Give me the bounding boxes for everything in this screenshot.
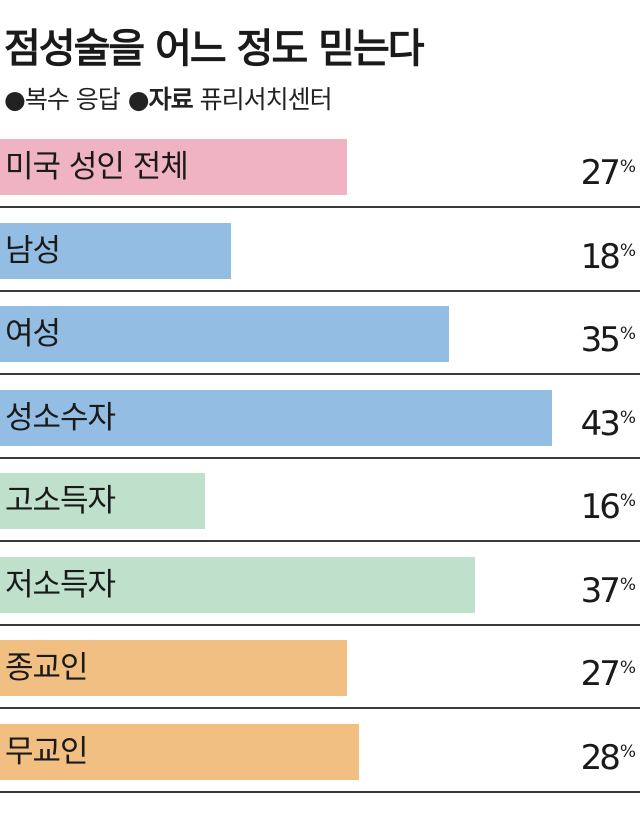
bar-row: 남성 18% bbox=[0, 222, 640, 307]
value-label: 28% bbox=[581, 724, 636, 780]
value-label: 16% bbox=[581, 473, 636, 529]
value-number: 37 bbox=[580, 570, 621, 611]
percent-unit: % bbox=[619, 658, 636, 678]
note-bullet-icon: ● bbox=[4, 85, 26, 114]
value-number: 27 bbox=[580, 654, 621, 694]
percent-unit: % bbox=[619, 324, 636, 344]
bar-row: 여성 35% bbox=[0, 306, 640, 390]
percent-unit: % bbox=[619, 240, 636, 261]
bar-row: 저소득자 37% bbox=[0, 556, 640, 641]
bar bbox=[0, 473, 206, 529]
category-label: 여성 bbox=[5, 316, 61, 352]
row-divider bbox=[0, 707, 640, 709]
value-label: 27% bbox=[581, 640, 636, 696]
percent-unit: % bbox=[619, 574, 636, 595]
category-label: 종교인 bbox=[5, 650, 89, 686]
source-label: 자료 bbox=[148, 85, 194, 114]
row-divider bbox=[0, 206, 640, 208]
category-label: 성소수자 bbox=[5, 399, 116, 436]
value-number: 18 bbox=[580, 236, 621, 277]
value-label: 37% bbox=[581, 557, 636, 613]
row-divider bbox=[0, 790, 640, 793]
bar bbox=[0, 723, 360, 780]
row-divider bbox=[0, 456, 640, 459]
bar bbox=[0, 389, 552, 446]
source-bullet-icon: ● bbox=[127, 85, 150, 114]
source-text: 퓨리서치센터 bbox=[199, 85, 333, 114]
row-divider bbox=[0, 289, 640, 292]
value-number: 35 bbox=[580, 320, 621, 360]
bar bbox=[0, 139, 347, 195]
value-label: 43% bbox=[581, 390, 636, 446]
value-label: 27% bbox=[581, 139, 636, 195]
value-number: 43 bbox=[580, 403, 621, 444]
value-number: 28 bbox=[580, 737, 621, 778]
percent-unit: % bbox=[619, 741, 636, 762]
bar-row: 고소득자 16% bbox=[0, 473, 640, 557]
category-label: 남성 bbox=[5, 232, 61, 269]
bar-row: 종교인 27% bbox=[0, 640, 640, 724]
bar bbox=[0, 222, 232, 279]
category-label: 고소득자 bbox=[5, 483, 116, 519]
value-number: 27 bbox=[580, 153, 621, 193]
bar-row: 무교인 28% bbox=[0, 723, 640, 808]
chart-title: 점성술을 어느 정도 믿는다 bbox=[4, 26, 425, 72]
row-divider bbox=[0, 623, 640, 626]
bar bbox=[0, 640, 347, 696]
note-text: 복수 응답 bbox=[24, 85, 121, 114]
chart-notes: ●복수 응답 ●자료 퓨리서치센터 bbox=[4, 80, 333, 116]
value-number: 16 bbox=[580, 487, 621, 527]
bar bbox=[0, 556, 475, 613]
row-divider bbox=[0, 540, 640, 542]
bar bbox=[0, 306, 450, 362]
bar-row: 성소수자 43% bbox=[0, 389, 640, 474]
value-label: 35% bbox=[581, 306, 636, 362]
percent-unit: % bbox=[619, 407, 636, 428]
value-label: 18% bbox=[581, 223, 636, 279]
category-label: 저소득자 bbox=[5, 566, 116, 603]
percent-unit: % bbox=[619, 491, 636, 511]
bar-row: 미국 성인 전체 27% bbox=[0, 139, 640, 223]
percent-unit: % bbox=[619, 157, 636, 177]
row-divider bbox=[0, 373, 640, 375]
category-label: 무교인 bbox=[5, 733, 89, 770]
category-label: 미국 성인 전체 bbox=[5, 149, 189, 185]
